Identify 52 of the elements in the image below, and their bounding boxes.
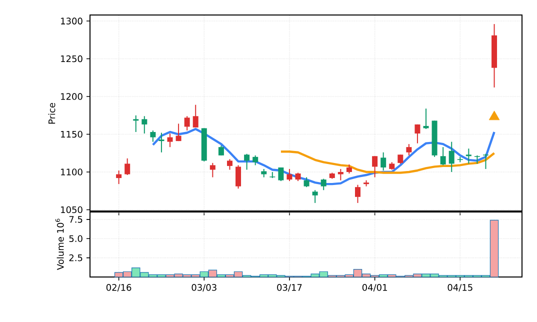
candlestick	[482, 153, 488, 170]
x-tick-label: 04/01	[362, 284, 387, 292]
candlestick	[167, 133, 173, 148]
y-tick-label: 5.0	[69, 235, 82, 242]
y-tick-label: 1050	[61, 206, 82, 214]
y-tick-label: 1100	[61, 168, 82, 176]
candlestick	[312, 190, 318, 204]
candlestick	[244, 153, 250, 170]
candlestick	[304, 176, 310, 188]
x-tick-label: 03/17	[277, 284, 302, 292]
candlestick	[466, 148, 472, 164]
candlestick	[372, 156, 378, 178]
candlestick	[320, 178, 326, 191]
candlestick	[338, 168, 344, 181]
candlestick	[226, 158, 232, 170]
y-axis-title: Price	[48, 102, 56, 124]
candlestick	[116, 170, 122, 185]
candlestick	[218, 145, 224, 156]
y-tick-label: 1250	[61, 55, 82, 62]
y-tick-label: 1300	[61, 18, 82, 24]
candlestick	[210, 162, 216, 178]
x-tick-label: 04/15	[448, 284, 472, 292]
candlestick	[448, 141, 454, 172]
candlestick	[414, 124, 420, 144]
y-tick-label: 1150	[61, 130, 82, 138]
candlestick	[286, 168, 292, 182]
candlestick	[142, 116, 148, 134]
y-tick-label: 2.5	[69, 254, 82, 262]
candlestick	[133, 114, 139, 132]
candlestick	[176, 123, 182, 142]
y-axis-title: Volume 10$^{6}$	[55, 218, 64, 270]
y-tick-label: 1200	[61, 93, 82, 100]
candlestick	[252, 154, 258, 166]
candlestick	[158, 132, 164, 153]
candlestick	[380, 152, 386, 171]
candlestick	[354, 184, 360, 204]
candlestick	[432, 120, 438, 158]
y-tick-label: 7.5	[69, 216, 82, 223]
candlestick	[398, 154, 404, 164]
x-tick-label: 02/16	[106, 284, 132, 292]
candlestick	[346, 164, 352, 174]
candlestick	[492, 24, 498, 88]
candlestick	[236, 164, 242, 190]
candlestick	[192, 104, 198, 128]
x-tick-label: 03/03	[192, 284, 216, 292]
candlestick	[406, 144, 412, 156]
candlestick	[124, 158, 130, 176]
candlestick	[440, 146, 446, 166]
candlestick	[278, 166, 284, 182]
candlestick	[150, 130, 156, 142]
candlestick	[184, 116, 190, 131]
candlestick	[201, 128, 207, 162]
